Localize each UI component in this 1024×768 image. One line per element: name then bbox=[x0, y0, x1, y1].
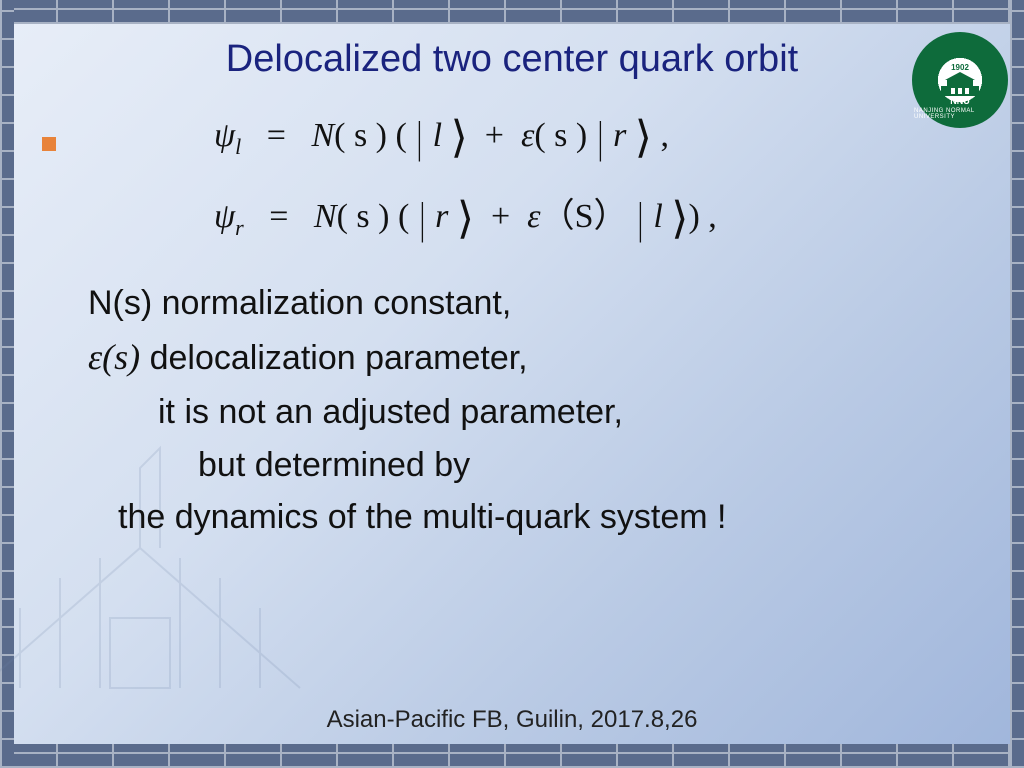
body-line-3: it is not an adjusted parameter, bbox=[88, 386, 982, 439]
border-left bbox=[0, 0, 14, 768]
border-top bbox=[0, 0, 1024, 24]
logo-abbrev: NNU bbox=[950, 96, 970, 106]
equation-1: ψl = N( s ) ( | l ⟩ + ε( s ) | r ⟩ , bbox=[214, 109, 982, 166]
body-line-2: ε(s) delocalization parameter, bbox=[88, 330, 982, 386]
body-line-5: the dynamics of the multi-quark system ! bbox=[88, 491, 982, 544]
body-line-1: N(s) normalization constant, bbox=[88, 277, 982, 330]
equation-block: ψl = N( s ) ( | l ⟩ + ε( s ) | r ⟩ , ψr … bbox=[214, 109, 982, 247]
slide-title: Delocalized two center quark orbit bbox=[42, 38, 982, 81]
footer-text: Asian-Pacific FB, Guilin, 2017.8,26 bbox=[14, 706, 1010, 734]
border-bottom bbox=[0, 744, 1024, 768]
equation-2: ψr = N( s ) ( | r ⟩ + ε（S） | l ⟩) , bbox=[214, 190, 982, 247]
body-text: N(s) normalization constant, ε(s) deloca… bbox=[88, 277, 982, 544]
slide-content: 1902 NNU NANJING NORMAL UNIVERSITY Deloc… bbox=[14, 24, 1010, 744]
border-right bbox=[1010, 0, 1024, 768]
university-logo: 1902 NNU NANJING NORMAL UNIVERSITY bbox=[912, 32, 1008, 128]
logo-year: 1902 bbox=[951, 63, 969, 72]
body-line-4: but determined by bbox=[88, 439, 982, 492]
bullet-icon bbox=[42, 137, 56, 151]
logo-ring-text: NANJING NORMAL UNIVERSITY bbox=[914, 108, 1006, 120]
